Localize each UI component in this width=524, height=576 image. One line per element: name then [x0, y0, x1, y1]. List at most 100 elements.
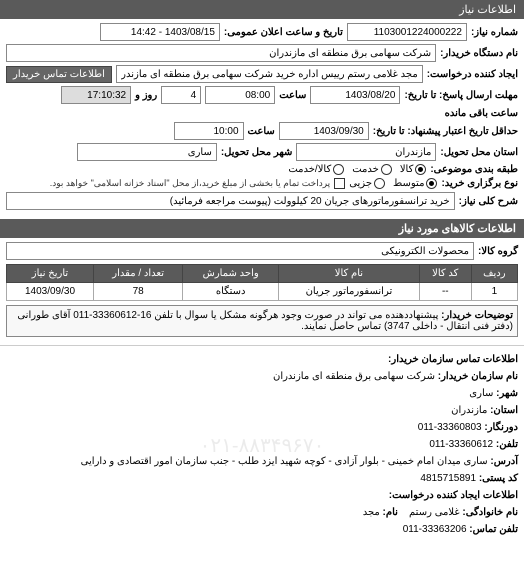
contact-province-label: استان:	[490, 405, 518, 416]
desc-label: شرح کلی نیاز:	[459, 196, 518, 207]
row-description: شرح کلی نیاز:	[6, 192, 518, 210]
pkg-goods-item[interactable]: کالا	[400, 164, 427, 175]
row-validity: حداقل تاریخ اعتبار پیشنهاد: تا تاریخ: سا…	[6, 122, 518, 140]
row-buyer-org: نام دستگاه خریدار:	[6, 44, 518, 62]
cell-unit: دستگاه	[183, 283, 279, 301]
creator-phone-label: تلفن تماس:	[469, 524, 518, 535]
remaining-label: ساعت باقی مانده	[445, 108, 518, 119]
radio-icon	[374, 178, 385, 189]
validity-date-input[interactable]	[279, 122, 369, 140]
pkg-goods-label: کالا	[400, 164, 414, 175]
page-title: اطلاعات نیاز	[459, 4, 516, 16]
pt-partial-label: جزیی	[349, 178, 372, 189]
pkg-goods-service-item[interactable]: کالا/خدمت	[288, 164, 344, 175]
deadline-send-date-input[interactable]	[310, 86, 400, 104]
contact-button[interactable]: اطلاعات تماس خریدار	[6, 66, 112, 83]
radio-icon	[415, 164, 426, 175]
col-unit: واحد شمارش	[183, 265, 279, 283]
contact-province: مازندران	[451, 405, 487, 416]
remaining-time-input	[61, 86, 131, 104]
contact-fax-label: دورنگار:	[484, 422, 518, 433]
row-purchase-type: نوع برگزاری خرید: متوسط جزیی پرداخت تمام…	[6, 178, 518, 189]
col-qty: تعداد / مقدار	[93, 265, 182, 283]
col-date: تاریخ نیاز	[7, 265, 94, 283]
row-requester: ایجاد کننده درخواست: اطلاعات تماس خریدار	[6, 65, 518, 83]
deadline-send-label: مهلت ارسال پاسخ: تا تاریخ:	[404, 90, 518, 101]
cell-code: --	[419, 283, 471, 301]
purchase-note: پرداخت تمام یا بخشی از مبلغ خرید،از محل …	[50, 178, 330, 189]
public-datetime-input[interactable]	[100, 23, 220, 41]
request-no-label: شماره نیاز:	[471, 27, 518, 38]
contact-postal: 4815715891	[420, 473, 476, 484]
row-group: گروه کالا:	[6, 242, 518, 260]
contact-city-label: شهر:	[496, 388, 518, 399]
delivery-province-label: استان محل تحویل:	[440, 147, 518, 158]
contact-address: ساری میدان امام خمینی - بلوار آزادی - کو…	[81, 456, 488, 467]
radio-icon	[426, 178, 437, 189]
creator-family: غلامی رستم	[409, 507, 460, 518]
contact-address-label: آدرس:	[490, 456, 518, 467]
pt-bulk-label: متوسط	[393, 178, 424, 189]
requester-label: ایجاد کننده درخواست:	[427, 69, 518, 80]
validity-label: حداقل تاریخ اعتبار پیشنهاد: تا تاریخ:	[373, 126, 518, 137]
cell-date: 1403/09/30	[7, 283, 94, 301]
cell-row: 1	[471, 283, 517, 301]
days-input[interactable]	[161, 86, 201, 104]
contact-postal-label: کد پستی:	[479, 473, 518, 484]
cell-qty: 78	[93, 283, 182, 301]
days-label: روز و	[135, 90, 157, 101]
contact-phone: 33360612-011	[429, 439, 493, 450]
pt-partial-item[interactable]: جزیی	[349, 178, 385, 189]
pkg-service-item[interactable]: خدمت	[352, 164, 392, 175]
goods-header: اطلاعات کالاهای مورد نیاز	[0, 219, 524, 238]
contact-header: اطلاعات تماس سازمان خریدار:	[388, 354, 518, 365]
row-deadline-send: مهلت ارسال پاسخ: تا تاریخ: ساعت روز و سا…	[6, 86, 518, 119]
time-label-2: ساعت	[248, 126, 275, 137]
radio-icon	[333, 164, 344, 175]
buyer-note-box: توضیحات خریدار: پیشنهاددهنده می تواند در…	[6, 305, 518, 337]
col-code: کد کالا	[419, 265, 471, 283]
creator-header: اطلاعات ایجاد کننده درخواست:	[389, 490, 518, 501]
goods-section: گروه کالا: ردیف کد کالا نام کالا واحد شم…	[0, 238, 524, 341]
contact-org-label: نام سازمان خریدار:	[438, 371, 518, 382]
packaging-radio-group: کالا خدمت کالا/خدمت	[288, 164, 426, 175]
buyer-org-input[interactable]	[6, 44, 436, 62]
deadline-send-time-input[interactable]	[205, 86, 275, 104]
contact-fax: 33360803-011	[418, 422, 482, 433]
col-row: ردیف	[471, 265, 517, 283]
cell-name: ترانسفورماتور جریان	[279, 283, 420, 301]
delivery-province-input[interactable]	[296, 143, 436, 161]
purchase-type-radio-group: متوسط جزیی	[349, 178, 437, 189]
row-delivery-loc: استان محل تحویل: شهر محل تحویل:	[6, 143, 518, 161]
time-label-1: ساعت	[279, 90, 306, 101]
table-header-row: ردیف کد کالا نام کالا واحد شمارش تعداد /…	[7, 265, 518, 283]
table-row[interactable]: 1 -- ترانسفورماتور جریان دستگاه 78 1403/…	[7, 283, 518, 301]
group-label: گروه کالا:	[478, 246, 518, 257]
row-packaging: طبقه بندی موضوعی: کالا خدمت کالا/خدمت	[6, 164, 518, 175]
desc-input[interactable]	[6, 192, 455, 210]
contact-city: ساری	[469, 388, 493, 399]
creator-name: مجد	[363, 507, 380, 518]
pkg-service-label: خدمت	[352, 164, 379, 175]
creator-phone: 33363206-011	[403, 524, 467, 535]
row-request-no: شماره نیاز: تاریخ و ساعت اعلان عمومی:	[6, 23, 518, 41]
creator-name-label: نام:	[383, 507, 398, 518]
col-name: نام کالا	[279, 265, 420, 283]
treasury-checkbox[interactable]	[334, 178, 345, 189]
radio-icon	[381, 164, 392, 175]
contact-section: ۰۲۱-۸۸۳۴۹۶۷۰ اطلاعات تماس سازمان خریدار:…	[0, 345, 524, 545]
requester-input[interactable]	[116, 65, 423, 83]
request-no-input[interactable]	[347, 23, 467, 41]
creator-family-label: نام خانوادگی:	[462, 507, 518, 518]
validity-time-input[interactable]	[174, 122, 244, 140]
pt-bulk-item[interactable]: متوسط	[393, 178, 437, 189]
delivery-city-input[interactable]	[77, 143, 217, 161]
form-section: شماره نیاز: تاریخ و ساعت اعلان عمومی: نا…	[0, 19, 524, 217]
group-input[interactable]	[6, 242, 474, 260]
delivery-city-label: شهر محل تحویل:	[221, 147, 293, 158]
public-datetime-label: تاریخ و ساعت اعلان عمومی:	[224, 27, 343, 38]
pkg-goods-service-label: کالا/خدمت	[288, 164, 331, 175]
goods-table: ردیف کد کالا نام کالا واحد شمارش تعداد /…	[6, 264, 518, 301]
note-label: توضیحات خریدار:	[441, 310, 513, 321]
contact-org: شرکت سهامی برق منطقه ای مازندران	[273, 371, 435, 382]
